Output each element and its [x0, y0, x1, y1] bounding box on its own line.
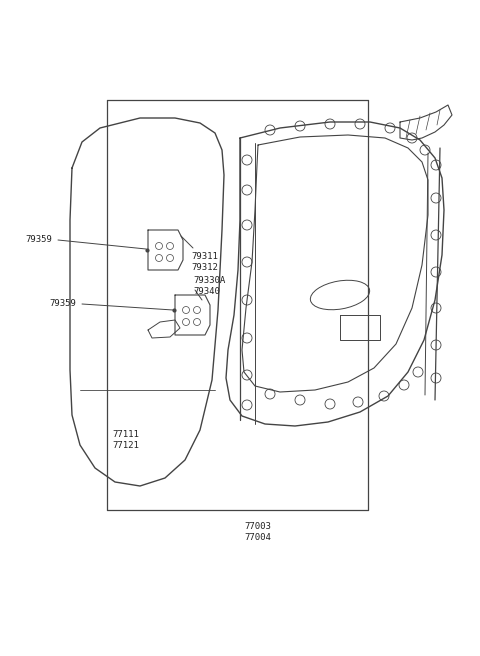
Text: 77111
77121: 77111 77121	[112, 430, 139, 450]
Text: 79330A
79340: 79330A 79340	[193, 276, 225, 296]
Text: 79311
79312: 79311 79312	[191, 252, 218, 272]
Text: 77003
77004: 77003 77004	[245, 522, 271, 542]
Text: 79359: 79359	[49, 300, 76, 308]
Text: 79359: 79359	[25, 236, 52, 245]
